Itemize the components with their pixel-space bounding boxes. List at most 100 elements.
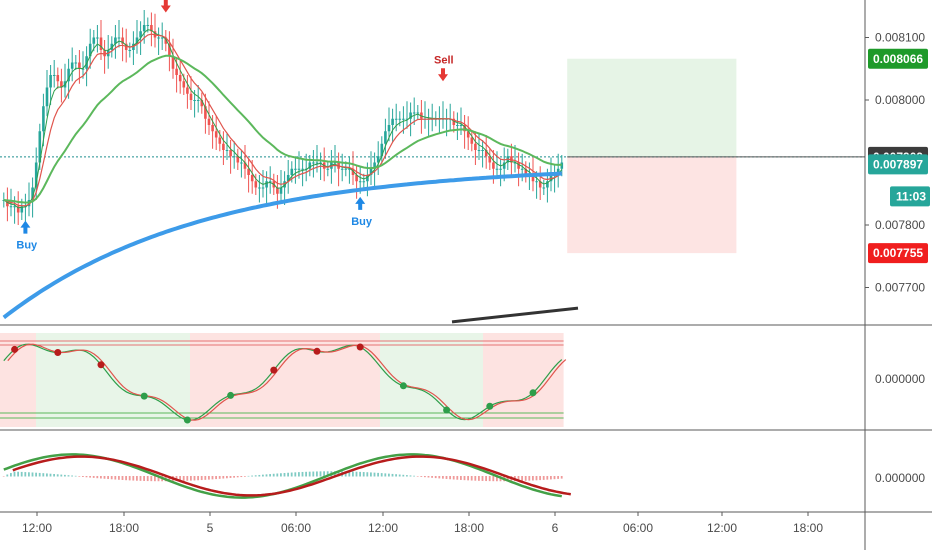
candle[interactable] [200, 100, 204, 107]
candle[interactable] [186, 87, 189, 94]
candle[interactable] [355, 175, 358, 182]
candle[interactable] [164, 37, 168, 44]
candle[interactable] [362, 181, 366, 183]
candle[interactable] [254, 181, 258, 188]
candle[interactable] [513, 162, 517, 164]
candle[interactable] [13, 206, 16, 208]
candle[interactable] [49, 75, 52, 88]
candle[interactable] [391, 118, 394, 125]
candle[interactable] [481, 150, 484, 151]
candle[interactable] [128, 50, 132, 51]
candle[interactable] [60, 81, 63, 88]
candle[interactable] [495, 168, 499, 170]
candle[interactable] [520, 168, 524, 170]
signal-sell[interactable]: Sell [157, 0, 177, 13]
candle[interactable] [67, 68, 70, 82]
candle[interactable] [276, 187, 279, 194]
candle[interactable] [492, 162, 495, 169]
candle[interactable] [394, 118, 398, 120]
candle[interactable] [178, 75, 182, 82]
candle[interactable] [308, 162, 312, 169]
candle[interactable] [477, 150, 481, 151]
candle[interactable] [286, 175, 290, 182]
candle[interactable] [225, 150, 229, 151]
candle[interactable] [117, 37, 121, 39]
candle[interactable] [373, 162, 376, 169]
candle[interactable] [150, 25, 153, 32]
loss-zone[interactable] [567, 156, 737, 254]
candle[interactable] [45, 87, 49, 107]
candle[interactable] [387, 125, 391, 132]
candle[interactable] [240, 162, 243, 164]
candle[interactable] [236, 156, 240, 163]
candle[interactable] [171, 56, 175, 69]
candle[interactable] [279, 187, 283, 194]
candle[interactable] [52, 75, 56, 76]
candle[interactable] [315, 162, 319, 164]
candle[interactable] [502, 162, 506, 169]
price-pane[interactable]: Buy Sell Buy Sell [0, 0, 865, 324]
candle[interactable] [312, 162, 315, 164]
candle[interactable] [229, 150, 232, 157]
signal-buy[interactable]: Buy [16, 220, 38, 252]
candle[interactable] [416, 112, 420, 114]
candle[interactable] [268, 181, 272, 183]
candle[interactable] [258, 187, 261, 189]
candle[interactable] [456, 125, 459, 126]
candle[interactable] [488, 156, 492, 163]
candle[interactable] [463, 125, 466, 132]
candle[interactable] [56, 75, 60, 82]
candle[interactable] [70, 62, 74, 69]
candle[interactable] [517, 162, 520, 169]
candle[interactable] [232, 156, 236, 158]
candle[interactable] [412, 112, 416, 114]
candle[interactable] [376, 156, 380, 163]
candle[interactable] [146, 25, 150, 26]
candle[interactable] [182, 81, 186, 88]
candle[interactable] [214, 131, 218, 138]
candle[interactable] [398, 118, 402, 120]
candle[interactable] [535, 181, 538, 183]
candle[interactable] [31, 187, 34, 201]
candle[interactable] [135, 37, 139, 44]
candle[interactable] [92, 37, 96, 44]
candle[interactable] [261, 187, 265, 189]
profit-zone[interactable] [567, 58, 737, 157]
candle[interactable] [358, 181, 362, 183]
candle[interactable] [139, 31, 142, 38]
candle[interactable] [193, 100, 196, 101]
candle[interactable] [74, 62, 78, 64]
candle[interactable] [250, 175, 254, 182]
candle[interactable] [283, 181, 286, 188]
candle[interactable] [160, 37, 164, 39]
candle[interactable] [88, 43, 92, 57]
candle[interactable] [380, 143, 384, 157]
candle[interactable] [524, 168, 528, 175]
candle[interactable] [99, 37, 103, 51]
candle[interactable] [452, 118, 456, 125]
candle[interactable] [34, 162, 38, 188]
candle[interactable] [348, 168, 351, 170]
candle[interactable] [470, 137, 474, 144]
candle[interactable] [42, 106, 45, 132]
candle[interactable] [466, 131, 470, 138]
candle[interactable] [103, 50, 106, 57]
macd-pane[interactable] [2, 453, 571, 499]
candle[interactable] [409, 112, 412, 119]
candle[interactable] [326, 168, 330, 170]
candle[interactable] [196, 100, 200, 101]
candle[interactable] [344, 168, 348, 170]
candle[interactable] [474, 143, 477, 150]
candle[interactable] [484, 150, 488, 157]
candle[interactable] [204, 106, 207, 119]
candle[interactable] [459, 125, 463, 126]
stochastic-pane[interactable] [0, 333, 567, 427]
candle[interactable] [121, 37, 124, 44]
candle[interactable] [294, 168, 297, 170]
candle[interactable] [142, 25, 146, 32]
candle[interactable] [6, 200, 9, 207]
candle[interactable] [189, 93, 193, 100]
candle[interactable] [207, 118, 211, 125]
candle[interactable] [211, 125, 214, 132]
